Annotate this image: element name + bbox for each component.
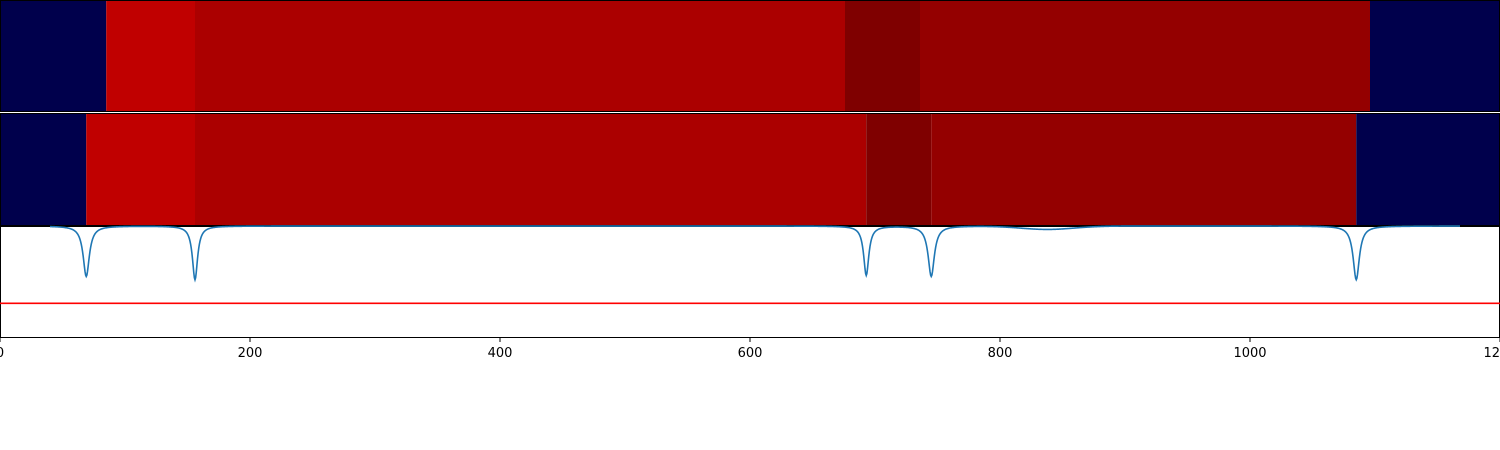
heatmap-segment-4 bbox=[866, 113, 932, 226]
x-axis: 0 200 400 600 800 1000 1200 bbox=[0, 338, 1500, 361]
heatmap-segment-5 bbox=[920, 0, 1370, 112]
heatmap-segment-6 bbox=[1370, 0, 1500, 112]
x-tick-label-1200: 1200 bbox=[1483, 346, 1500, 361]
heatmap-segment-1 bbox=[0, 0, 107, 112]
heatmap-segment-3 bbox=[195, 0, 845, 112]
segmentation-track-bottom bbox=[0, 113, 1500, 226]
plot-frame bbox=[0, 226, 1500, 338]
boundary-signal-plot: 0 200 400 600 800 1000 1200 bbox=[0, 225, 1500, 361]
x-tick-label-0: 0 bbox=[0, 346, 4, 361]
heatmap-segment-2 bbox=[106, 0, 195, 112]
heatmap-segment-5 bbox=[931, 113, 1357, 226]
x-tick-label-1000: 1000 bbox=[1233, 346, 1266, 361]
heatmap-segment-6 bbox=[1356, 113, 1500, 226]
heatmap-segment-4 bbox=[845, 0, 920, 112]
heatmap-segment-3 bbox=[195, 113, 867, 226]
x-tick-label-600: 600 bbox=[738, 346, 763, 361]
x-tick-label-400: 400 bbox=[488, 346, 513, 361]
x-tick-label-800: 800 bbox=[988, 346, 1013, 361]
heatmap-segment-1 bbox=[0, 113, 87, 226]
x-tick-label-200: 200 bbox=[238, 346, 263, 361]
signal-line bbox=[49, 225, 1461, 283]
heatmap-segment-2 bbox=[86, 113, 195, 226]
segmentation-track-top bbox=[0, 0, 1500, 112]
